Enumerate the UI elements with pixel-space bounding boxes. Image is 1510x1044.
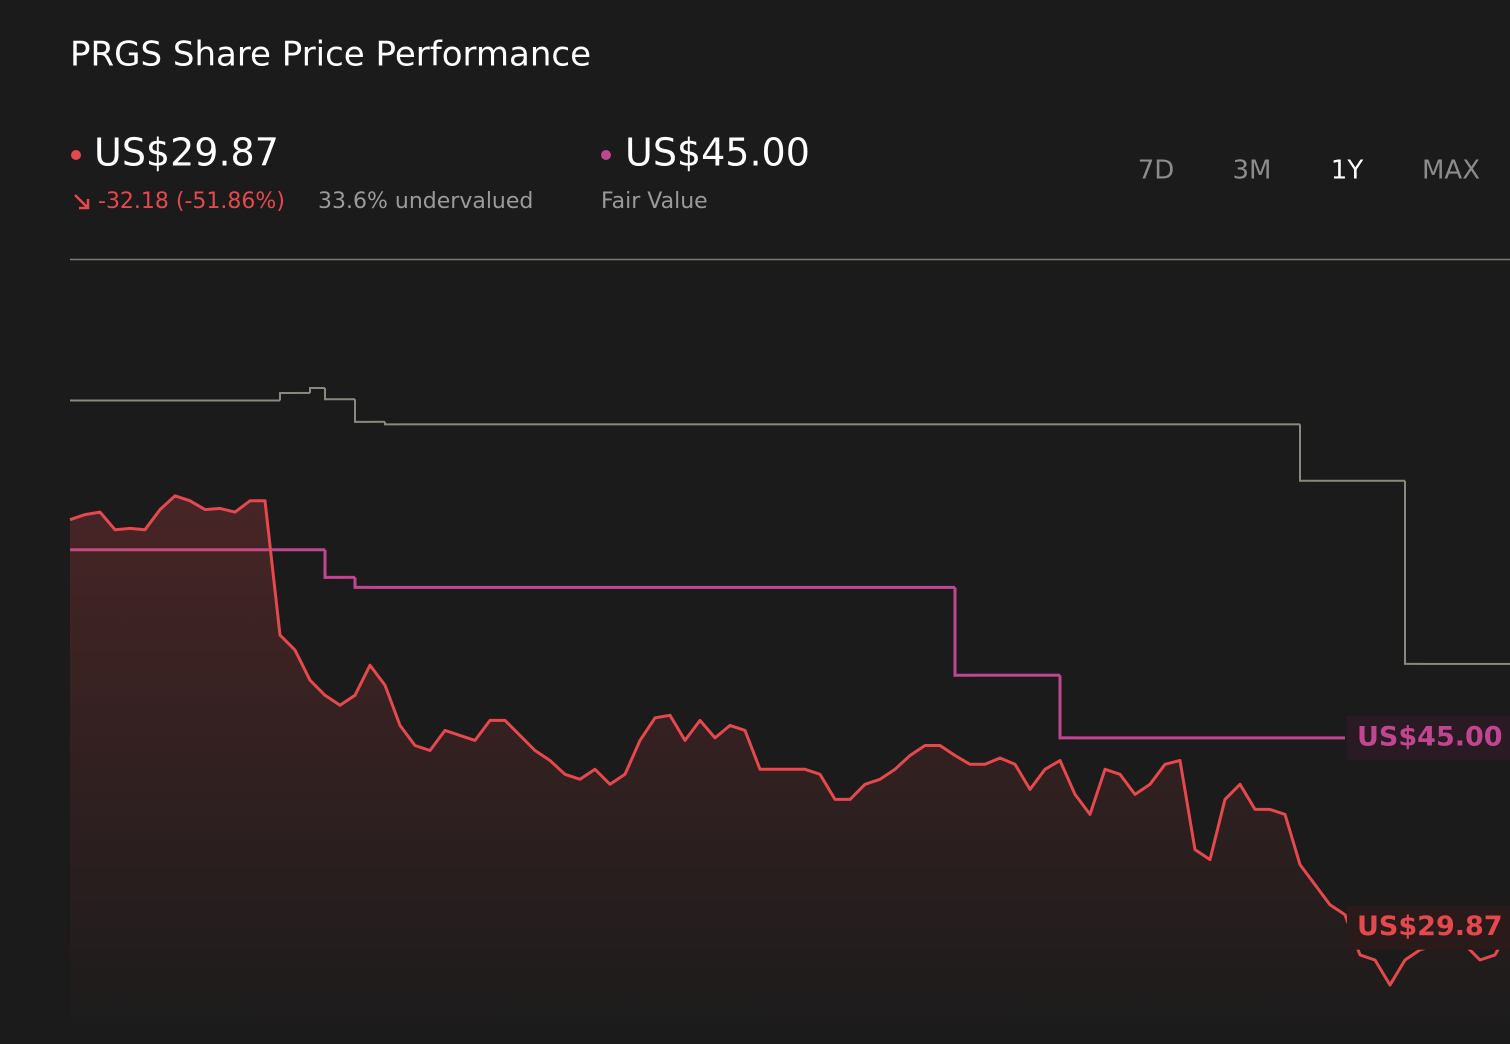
end-label: US$45.00 xyxy=(1357,721,1503,752)
end-label-bg xyxy=(1347,905,1510,950)
fair-value-step xyxy=(353,577,370,589)
price-dot xyxy=(71,150,81,160)
end-label-bg xyxy=(1347,715,1510,760)
plot-area: US$45.00 US$29.87 xyxy=(69,386,1510,1044)
end-label: US$29.87 xyxy=(1357,911,1503,942)
valuation: 33.6% undervalued xyxy=(318,189,533,214)
reference-step xyxy=(309,386,325,393)
range-button[interactable]: 7D xyxy=(1138,156,1175,186)
down-arrow xyxy=(74,194,90,210)
reference-step xyxy=(354,399,370,423)
fair-value-price: US$45.00 xyxy=(625,131,810,175)
range-button[interactable]: 1Y xyxy=(1331,156,1364,186)
fair-value-step xyxy=(323,549,340,579)
range-button[interactable]: 3M xyxy=(1233,156,1272,186)
current-price: US$29.87 xyxy=(94,131,279,175)
price-line xyxy=(69,494,1510,987)
price-change: -32.18 (-51.86%) xyxy=(98,189,285,214)
reference-step xyxy=(1404,480,1420,665)
fair-value-step xyxy=(953,587,970,677)
range-button[interactable]: MAX xyxy=(1422,156,1480,186)
reference-step xyxy=(1299,424,1315,482)
reference-step xyxy=(279,391,295,401)
fair-value-dot xyxy=(601,150,611,160)
reference-step xyxy=(384,421,400,426)
legend-label: Fair Value xyxy=(601,189,708,214)
reference-step xyxy=(324,387,340,401)
fair-value-step xyxy=(1058,675,1075,740)
chart-title: PRGS Share Price Performance xyxy=(70,35,591,75)
